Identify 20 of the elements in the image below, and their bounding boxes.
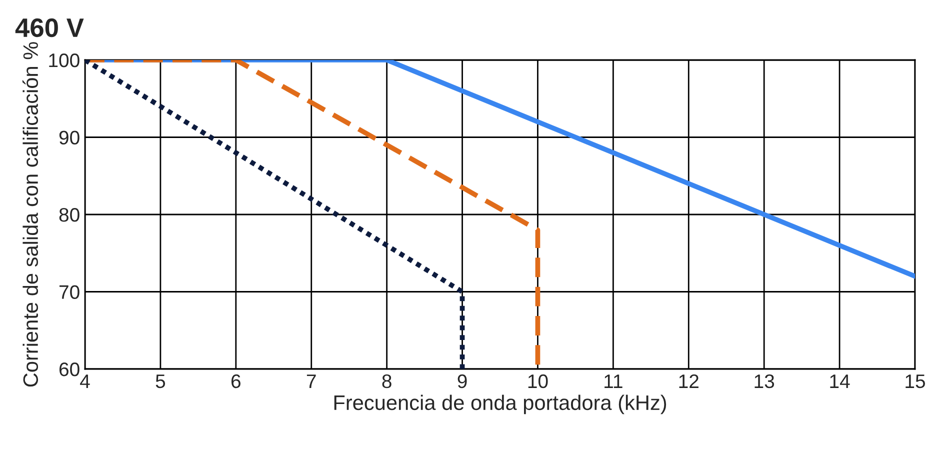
y-tick-label: 70 bbox=[60, 285, 80, 299]
y-axis-title: Corriente de salida con calificación % bbox=[22, 42, 38, 387]
y-tick-label: 60 bbox=[60, 362, 80, 376]
y-tick-label: 90 bbox=[59, 130, 80, 144]
x-axis-title: Frecuencia de onda portadora (kHz) bbox=[334, 394, 666, 414]
chart-title: 460 V bbox=[15, 18, 84, 38]
x-tick-label: 11 bbox=[604, 374, 622, 388]
x-tick-label: 8 bbox=[382, 374, 392, 388]
x-tick-label: 9 bbox=[458, 374, 467, 388]
x-tick-label: 15 bbox=[906, 374, 925, 388]
x-tick-label: 10 bbox=[528, 374, 548, 388]
x-tick-label: 6 bbox=[231, 374, 240, 388]
y-tick-label: 100 bbox=[49, 53, 80, 68]
x-tick-label: 13 bbox=[754, 374, 774, 388]
x-tick-label: 7 bbox=[306, 374, 316, 388]
x-tick-label: 4 bbox=[80, 374, 90, 388]
y-tick-label: 80 bbox=[59, 208, 80, 222]
x-tick-label: 14 bbox=[830, 374, 850, 388]
x-tick-label: 5 bbox=[156, 374, 166, 388]
x-tick-label: 12 bbox=[679, 374, 698, 388]
